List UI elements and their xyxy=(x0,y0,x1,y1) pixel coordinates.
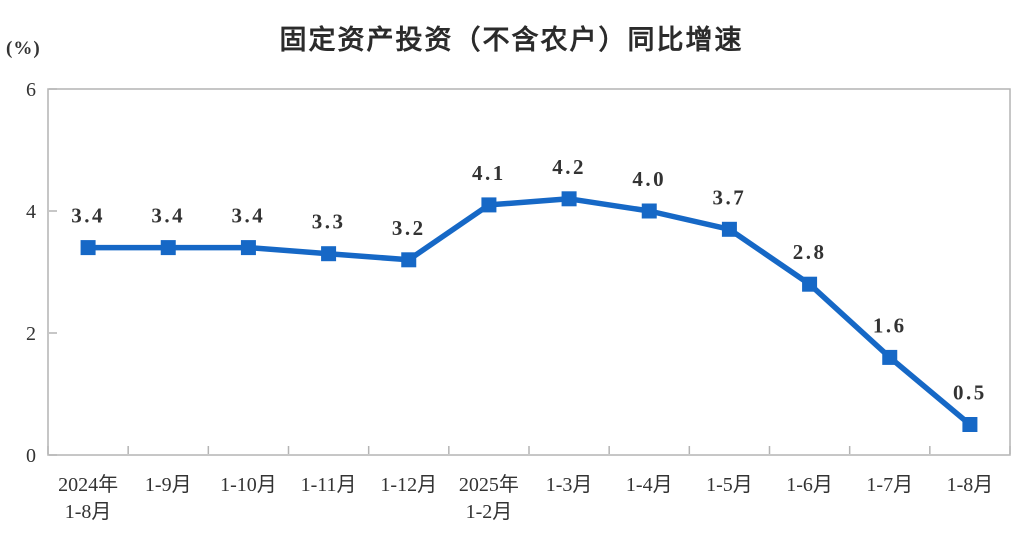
data-point-marker xyxy=(80,240,96,256)
data-point-label: 1.6 xyxy=(873,313,907,337)
plot-border xyxy=(47,88,1011,456)
x-axis-tick-label: 1-9月 xyxy=(145,474,192,496)
x-axis-tick-label: 1-4月 xyxy=(626,474,673,496)
x-axis-tick-label: 1-6月 xyxy=(786,474,833,496)
x-axis-tick-label: 2024年 1-8月 xyxy=(58,473,118,523)
data-point-marker xyxy=(481,197,497,213)
data-point-label: 0.5 xyxy=(953,381,987,405)
data-point-marker xyxy=(802,276,818,292)
data-point-label: 3.4 xyxy=(232,204,266,228)
x-axis-tick-label: 2025年 1-2月 xyxy=(459,473,519,523)
x-axis-tick-label: 1-10月 xyxy=(220,474,277,496)
data-point-label: 4.0 xyxy=(632,167,666,191)
y-axis-tick-label: 6 xyxy=(26,79,36,101)
x-axis-tick-label: 1-7月 xyxy=(866,474,913,496)
data-point-label: 3.7 xyxy=(713,185,747,209)
data-point-marker xyxy=(561,191,577,207)
y-axis-tick-label: 2 xyxy=(26,323,36,345)
data-point-marker xyxy=(882,349,898,365)
chart-title: 固定资产投资（不含农户）同比增速 xyxy=(279,25,744,55)
data-point-label: 2.8 xyxy=(793,240,827,264)
data-point-label: 3.2 xyxy=(392,216,426,240)
data-point-label: 3.4 xyxy=(71,204,105,228)
y-axis-tick-label: 0 xyxy=(26,445,36,467)
x-axis-tick-label: 1-11月 xyxy=(301,474,357,496)
y-axis-tick-label: 4 xyxy=(26,201,36,223)
data-point-label: 3.3 xyxy=(312,210,346,234)
data-point-marker xyxy=(962,417,978,432)
data-point-marker xyxy=(240,240,256,256)
data-point-label: 3.4 xyxy=(151,204,185,228)
data-point-marker xyxy=(160,240,176,256)
data-point-label: 4.2 xyxy=(552,155,586,179)
data-point-marker xyxy=(401,252,417,268)
data-point-marker xyxy=(641,203,657,219)
trend-line xyxy=(85,196,973,428)
x-axis-tick-label: 1-12月 xyxy=(380,474,437,496)
data-point-label: 4.1 xyxy=(472,161,506,185)
data-point-marker xyxy=(321,246,337,262)
y-axis-unit-label: (%) xyxy=(6,38,41,59)
x-axis-tick-label: 1-8月 xyxy=(947,474,994,496)
data-point-marker xyxy=(721,221,737,237)
x-axis-tick-label: 1-3月 xyxy=(546,474,593,496)
x-axis-tick-label: 1-5月 xyxy=(706,474,753,496)
